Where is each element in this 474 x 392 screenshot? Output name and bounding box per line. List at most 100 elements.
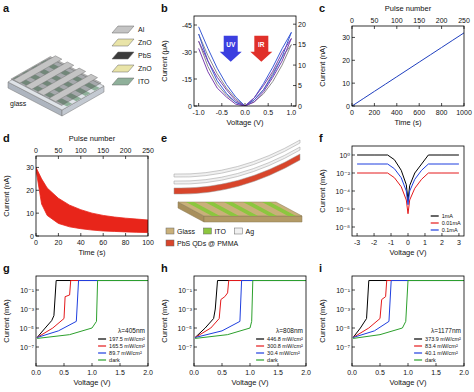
legend-label: dark <box>425 357 436 363</box>
axis-title: Pulse number <box>385 4 432 13</box>
tick <box>408 233 409 236</box>
tick-label: 2.0 <box>301 369 311 376</box>
tick-label: 60 <box>99 239 107 246</box>
tick-label: 10⁰ <box>339 152 350 159</box>
tick <box>352 191 355 192</box>
series-line <box>37 281 148 338</box>
panel-letter: f <box>319 132 323 144</box>
tick <box>374 233 375 236</box>
tick-label: 0.0 <box>189 369 199 376</box>
panel-letter: g <box>3 262 10 274</box>
series-line <box>199 41 245 106</box>
tick-label: 150 <box>413 17 425 24</box>
plot-frame <box>352 276 464 366</box>
plot-frame <box>36 276 148 366</box>
tick <box>352 83 355 84</box>
plot-frame <box>36 156 148 236</box>
tick <box>221 103 222 106</box>
arrow <box>250 36 272 62</box>
data-area <box>37 281 148 339</box>
tick <box>125 156 126 159</box>
figure: glassAlZnOPbSZnOITOa-1.0-0.50.00.51.0-45… <box>0 0 474 392</box>
legend: 197.5 mW/cm²165.5 mW/cm²89.7 mW/cm²dark <box>98 336 145 363</box>
layer <box>112 52 134 59</box>
tick <box>194 52 197 53</box>
tick-label: 10⁻⁷ <box>336 344 350 351</box>
tick <box>58 233 59 236</box>
tick <box>293 85 296 86</box>
legend-swatch <box>414 345 422 346</box>
top-electrode <box>49 74 97 101</box>
tick-label: 10⁻³ <box>20 306 34 313</box>
plot-frame <box>352 26 464 106</box>
tick-label: 10 <box>342 80 350 87</box>
tick <box>352 347 355 348</box>
tick-label: 0 <box>346 103 350 110</box>
legend-label: 1mA <box>442 213 454 219</box>
tick <box>36 213 39 214</box>
tick <box>352 309 355 310</box>
tick <box>464 363 465 366</box>
series-line <box>245 32 291 106</box>
tick <box>424 233 425 236</box>
axis-title: Pulse number <box>69 134 116 143</box>
tick <box>306 363 307 366</box>
legend: 373.9 mW/cm²83.4 mW/cm²40.1 mW/cm²dark <box>414 336 461 363</box>
tick <box>64 363 65 366</box>
axis-title: Current (mA) <box>160 299 169 343</box>
tick <box>352 290 355 291</box>
tick-label: 10⁻⁸ <box>336 224 350 231</box>
axis-title: Current (mA) <box>2 299 11 343</box>
tick <box>464 103 465 106</box>
panel-letter: c <box>319 2 325 14</box>
panel: 020040060080010000102030050100150200250T… <box>318 2 472 127</box>
tick-label: 0.5 <box>263 109 273 116</box>
tick <box>36 347 39 348</box>
panel-letter: a <box>3 2 10 14</box>
data-area <box>352 33 464 106</box>
layer-label: ZnO <box>138 39 152 46</box>
tick-label: 10⁻⁶ <box>336 206 350 213</box>
tick <box>103 156 104 159</box>
ito-stripe <box>262 202 296 216</box>
tick <box>380 363 381 366</box>
data-area <box>36 167 148 236</box>
axis-title: Voltage (V) <box>389 378 427 387</box>
panel: -1.0-0.50.00.51.0-45-30-15005101520Volta… <box>160 2 306 127</box>
series-line <box>36 170 148 233</box>
tick <box>36 236 39 237</box>
series-line <box>37 281 148 338</box>
tick <box>36 167 39 168</box>
tick-label: 10⁻⁵ <box>336 325 350 332</box>
tick <box>441 26 442 29</box>
legend-swatch <box>166 240 174 246</box>
plot-frame <box>194 16 296 106</box>
legend-swatch <box>414 359 422 360</box>
legend-label: dark <box>267 357 278 363</box>
tick-label: 1.0 <box>87 369 97 376</box>
tick-label: 10⁻⁵ <box>178 325 192 332</box>
legend-swatch <box>166 228 174 234</box>
tick <box>194 328 197 329</box>
active-layer <box>11 57 101 106</box>
tick-label: 20 <box>55 239 63 246</box>
tick-label: 10⁻² <box>336 170 350 177</box>
tick <box>391 233 392 236</box>
axis-title: Current (mA) <box>318 169 327 213</box>
annotation: λ=405nm <box>118 327 145 334</box>
tick-label: 10⁻¹ <box>336 287 350 294</box>
tick <box>80 156 81 159</box>
panel-letter: i <box>319 262 322 274</box>
area-fill <box>36 170 148 236</box>
tick-label: 2 <box>440 239 444 246</box>
page: {"chart_data": [ {"label": "a", "type": … <box>0 0 474 392</box>
legend-label: 165.5 mW/cm² <box>109 343 145 349</box>
panel-letter: h <box>161 262 168 274</box>
tick-label: 15 <box>298 41 306 48</box>
tick <box>352 173 355 174</box>
tick <box>268 103 269 106</box>
tick-label: 0.0 <box>240 109 250 116</box>
legend-item: PbS QDs @ PMMA <box>166 240 239 248</box>
legend-swatch <box>98 338 106 339</box>
axis-title: Voltage (V) <box>226 118 264 127</box>
